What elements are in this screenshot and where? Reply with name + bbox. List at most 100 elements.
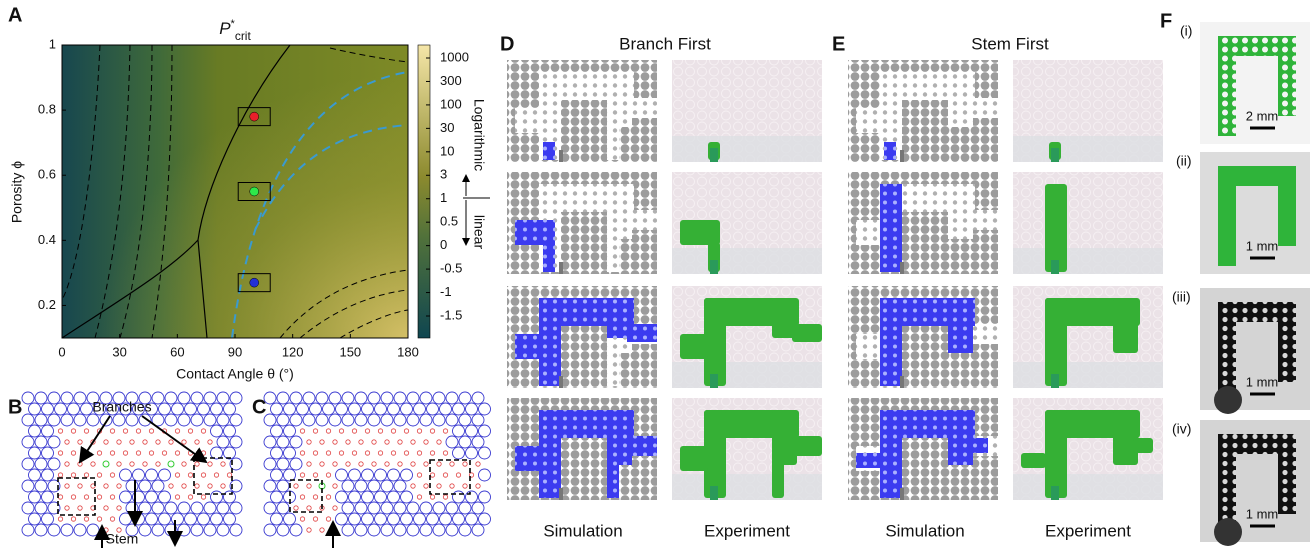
fluid-pore [117,440,121,444]
fluid-pore [443,451,447,455]
pillar [368,392,380,404]
pillar [355,414,367,426]
pillar [264,458,276,470]
pillar [35,480,47,492]
channel-dots [856,220,884,245]
pillar [217,392,229,404]
fluid-pore [143,462,147,466]
pillar [35,414,47,426]
y-tick-label: 0.8 [38,102,56,117]
fluid-pore [300,473,304,477]
colorbar-tick-label: -0.5 [440,261,462,276]
pillar [394,480,406,492]
pillar [277,480,289,492]
pillar [191,502,203,514]
pillar [81,403,93,415]
fluid-pore [182,440,186,444]
y-axis-label: Porosity ϕ [9,161,25,223]
y-tick-label: 0.4 [38,232,56,247]
fluid-pore [463,462,467,466]
fluid-pore [313,495,317,499]
fluid [515,220,555,245]
pillar [35,436,47,448]
point [250,112,259,121]
dye [1021,453,1046,468]
pillar [414,403,426,415]
pillar [407,502,419,514]
dye [680,220,720,245]
pillar [349,469,361,481]
y-tick-label: 0.6 [38,167,56,182]
pillar [414,513,426,525]
pillar [29,469,41,481]
pillar [446,436,458,448]
fluid-pore [307,462,311,466]
y-tick-label: 0.2 [38,297,56,312]
fluid-pore [91,462,95,466]
pillar [55,403,67,415]
channel-dots [968,210,998,230]
pillar [303,392,315,404]
fluid [880,298,902,386]
fluid-pore [300,429,304,433]
pillar [342,392,354,404]
pillar [375,469,387,481]
inlet [900,376,904,388]
pillar [68,403,80,415]
pillar [440,403,452,415]
pillar [87,414,99,426]
pillar [204,502,216,514]
fluid-pore [175,451,179,455]
fluid [627,324,657,342]
inlet [559,262,563,274]
pillar [139,524,151,536]
inlet [1051,374,1059,388]
pillar [191,524,203,536]
fluid-pore [424,484,428,488]
fluid-pore [437,484,441,488]
pillar [230,436,242,448]
column-label: Simulation [885,521,964,540]
pillar [165,502,177,514]
pillar [271,403,283,415]
pillar [316,392,328,404]
fluid-pore [182,462,186,466]
fluid-pore [123,451,127,455]
pillar [139,480,151,492]
pillar [453,491,465,503]
pillar [336,469,348,481]
pillar [35,392,47,404]
pillar [42,447,54,459]
fluid-pore [333,506,337,510]
pillar [284,403,296,415]
fluid [543,242,555,272]
dye [1113,410,1138,465]
fluid-pore [417,429,421,433]
pillar [472,414,484,426]
pillar [133,469,145,481]
fluid-pore [78,440,82,444]
row-label: (i) [1180,23,1192,39]
fluid-pore [65,462,69,466]
fluid-pore [430,451,434,455]
pillar [433,392,445,404]
inlet [559,376,563,388]
fluid-pore [84,495,88,499]
fluid-pore [443,473,447,477]
pillar [204,392,216,404]
fluid-pore [300,495,304,499]
fluid-pore [313,451,317,455]
pillar [152,480,164,492]
pillar [329,414,341,426]
pillar [336,403,348,415]
fluid-pore [110,495,114,499]
fluid-pore [372,440,376,444]
fluid-pore [333,484,337,488]
pillar [446,414,458,426]
pillar [198,513,210,525]
pillar [113,414,125,426]
pillar [120,491,132,503]
colorbar-tick-label: 1000 [440,49,469,64]
colorbar-tick-label: 30 [440,120,454,135]
fluid-pore [313,473,317,477]
